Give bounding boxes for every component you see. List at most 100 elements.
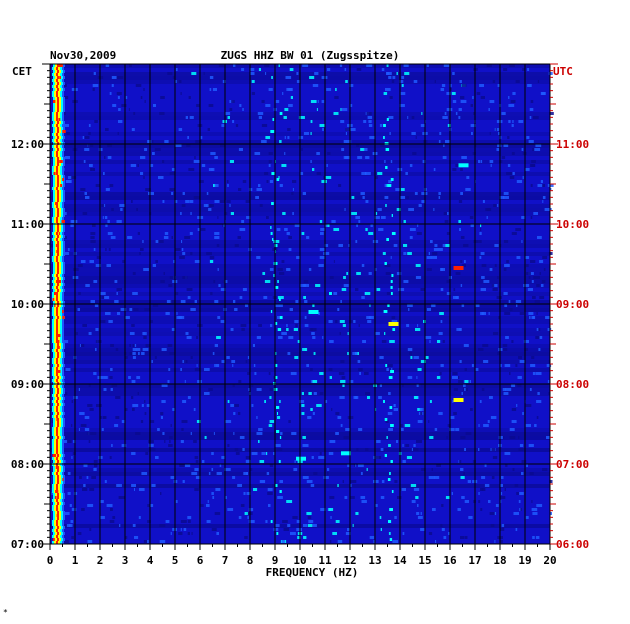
spectral-streak: [120, 484, 122, 487]
low-frequency-band: [57, 235, 59, 238]
low-frequency-band: [56, 472, 58, 475]
spectral-streak: [131, 452, 136, 455]
hotspot-mark: [276, 430, 280, 433]
spectral-streak: [292, 188, 294, 191]
spectral-streak: [270, 324, 273, 327]
spectral-streak: [116, 292, 118, 295]
spectral-streak: [82, 324, 87, 327]
spectral-streak: [403, 220, 406, 223]
low-frequency-band: [53, 130, 55, 133]
spectral-streak: [216, 244, 220, 247]
spectral-streak: [335, 432, 339, 435]
spectral-streak: [445, 140, 451, 143]
spectral-streak: [379, 384, 382, 387]
low-frequency-band: [54, 400, 56, 403]
low-frequency-band: [61, 250, 63, 253]
low-frequency-band: [54, 373, 56, 376]
low-frequency-band: [63, 136, 65, 139]
spectral-streak: [345, 80, 348, 83]
spectral-streak: [200, 136, 203, 139]
spectral-streak: [106, 504, 113, 507]
low-frequency-band: [57, 526, 59, 529]
low-frequency-band: [55, 271, 57, 274]
low-frequency-band: [61, 196, 63, 199]
spectral-streak: [265, 104, 271, 107]
low-frequency-band: [58, 325, 60, 328]
spectral-streak: [179, 256, 185, 259]
spectral-streak: [517, 376, 522, 379]
spectral-streak: [512, 468, 515, 471]
low-frequency-band: [60, 232, 62, 235]
spectral-streak: [304, 300, 308, 303]
low-frequency-band: [60, 154, 62, 157]
spectral-streak: [415, 328, 421, 331]
spectral-streak: [125, 536, 128, 539]
spectral-streak: [93, 248, 96, 251]
low-frequency-band: [54, 124, 56, 127]
low-frequency-band: [54, 409, 56, 412]
spectral-streak: [185, 116, 188, 119]
hotspot-mark: [270, 310, 273, 313]
low-frequency-band: [59, 277, 61, 280]
low-frequency-band: [58, 217, 60, 220]
spectral-streak: [290, 372, 297, 375]
spectral-streak: [363, 120, 367, 123]
low-frequency-band: [60, 400, 62, 403]
spectral-streak: [440, 364, 444, 367]
spectral-streak: [212, 88, 217, 91]
low-frequency-band: [59, 346, 61, 349]
spectral-streak: [164, 140, 169, 143]
low-frequency-band: [52, 172, 54, 175]
low-frequency-band: [63, 304, 65, 307]
low-frequency-band: [56, 139, 58, 142]
spectral-streak: [440, 320, 443, 323]
low-frequency-band: [63, 268, 65, 271]
spectral-streak: [214, 344, 218, 347]
low-frequency-band: [54, 340, 56, 343]
low-frequency-band: [53, 76, 55, 79]
spectral-streak: [144, 308, 151, 311]
low-frequency-band: [62, 85, 64, 88]
low-frequency-band: [52, 85, 54, 88]
spectral-streak: [301, 232, 305, 235]
spectral-streak: [224, 212, 228, 215]
spectral-streak: [492, 80, 496, 83]
spectral-streak: [206, 520, 211, 523]
low-frequency-band: [61, 346, 63, 349]
low-frequency-band: [54, 433, 56, 436]
hotspot-mark: [391, 214, 393, 217]
spectral-streak: [71, 508, 77, 511]
spectral-streak: [286, 328, 289, 331]
spectral-streak: [289, 308, 293, 311]
spectral-streak: [430, 240, 433, 243]
spectral-streak: [441, 504, 444, 507]
spectral-streak: [393, 404, 395, 407]
x-tick-label: 13: [368, 554, 381, 567]
spectral-streak: [542, 256, 548, 259]
low-frequency-band: [55, 277, 57, 280]
low-frequency-band: [63, 424, 65, 427]
low-frequency-band: [61, 247, 63, 250]
low-frequency-band: [61, 241, 63, 244]
low-frequency-band: [61, 136, 63, 139]
low-frequency-band: [55, 103, 57, 106]
spectral-streak: [503, 392, 509, 395]
low-frequency-band: [58, 373, 60, 376]
spectral-streak: [276, 228, 281, 231]
spectral-streak: [187, 396, 191, 399]
spectral-streak: [331, 220, 336, 223]
spectral-streak: [386, 64, 389, 67]
spectral-streak: [420, 528, 425, 531]
spectral-streak: [120, 308, 127, 311]
low-frequency-band: [54, 331, 56, 334]
spectral-streak: [154, 148, 161, 151]
low-frequency-band: [57, 481, 59, 484]
spectral-streak: [536, 328, 539, 331]
low-frequency-band: [57, 412, 59, 415]
spectral-streak: [87, 404, 93, 407]
spectral-streak: [245, 456, 251, 459]
low-frequency-band: [60, 151, 62, 154]
spectral-streak: [441, 84, 446, 87]
low-frequency-band: [54, 217, 56, 220]
spectral-streak: [421, 468, 426, 471]
